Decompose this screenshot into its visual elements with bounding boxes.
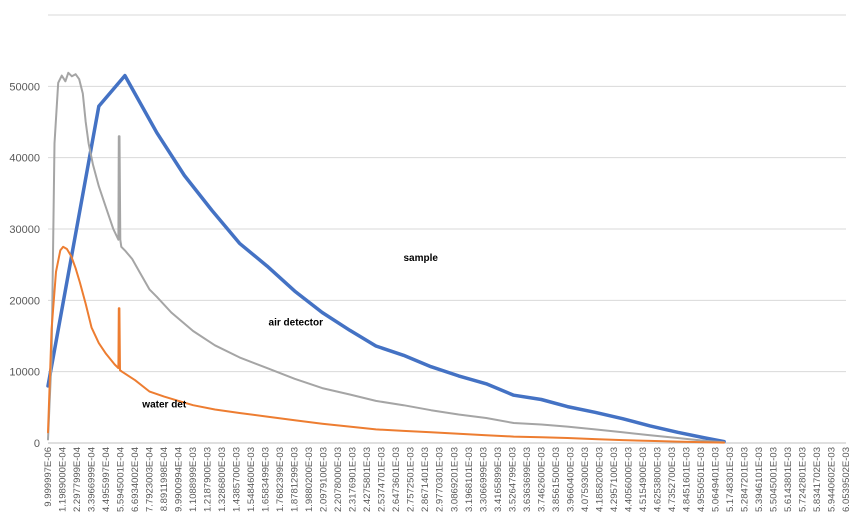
x-tick-label: 2.4275801E-03 xyxy=(362,447,373,512)
series-line-air xyxy=(47,71,726,444)
x-tick-label: 1.8781299E-03 xyxy=(290,447,301,512)
y-tick-label: 20000 xyxy=(9,295,40,307)
x-tick-label: 1.5484600E-03 xyxy=(246,447,257,512)
x-tick-label: 9.9900994E-04 xyxy=(174,447,185,512)
x-tick-label: 4.9550501E-03 xyxy=(696,447,707,512)
x-tick-label: 6.6934002E-04 xyxy=(130,447,141,512)
x-tick-label: 7.7923003E-04 xyxy=(145,447,156,512)
x-tick-label: 3.8561500E-03 xyxy=(551,447,562,512)
x-tick-label: 1.2187900E-03 xyxy=(203,447,214,512)
x-tick-label: 4.0759300E-03 xyxy=(580,447,591,512)
x-tick-label: 3.3066999E-03 xyxy=(478,447,489,512)
gridlines xyxy=(48,14,846,444)
x-tick-label: 2.3176901E-03 xyxy=(348,447,359,512)
x-tick-label: 2.5374701E-03 xyxy=(377,447,388,512)
x-tick-label: 4.1858200E-03 xyxy=(594,447,605,512)
x-tick-label: 1.7682399E-03 xyxy=(275,447,286,512)
x-tick-label: 1.4385700E-03 xyxy=(232,447,243,512)
x-tick-label: 5.5045001E-03 xyxy=(768,447,779,512)
y-tick-label: 40000 xyxy=(9,153,40,165)
x-tick-label: 2.0979100E-03 xyxy=(319,447,330,512)
y-tick-label: 30000 xyxy=(9,224,40,236)
x-tick-label: 5.9440602E-03 xyxy=(826,447,837,512)
x-tick-label: 3.9660400E-03 xyxy=(565,447,576,512)
x-tick-label: 3.3966999E-04 xyxy=(87,447,98,512)
x-tick-label: 1.6583499E-03 xyxy=(261,447,272,512)
series-annotation: air detector xyxy=(269,317,324,328)
x-tick-label: 5.6143801E-03 xyxy=(783,447,794,512)
y-tick-label: 0 xyxy=(34,438,40,450)
x-tick-label: 3.4165899E-03 xyxy=(493,447,504,512)
x-tick-label: 4.4056000E-03 xyxy=(623,447,634,512)
series-lines xyxy=(46,71,726,444)
series-line-sample xyxy=(46,73,726,444)
x-tick-label: 3.0869201E-03 xyxy=(449,447,460,512)
y-axis-ticks: 0 10000 20000 30000 40000 50000 xyxy=(9,81,40,450)
x-tick-label: 2.7572501E-03 xyxy=(406,447,417,512)
x-tick-label: 3.6363699E-03 xyxy=(522,447,533,512)
x-tick-label: 6.0539502E-03 xyxy=(841,447,849,512)
x-tick-label: 9.999997E-06 xyxy=(43,447,54,507)
series-line-water xyxy=(47,245,726,444)
x-tick-label: 3.1968101E-03 xyxy=(464,447,475,512)
x-tick-label: 4.8451601E-03 xyxy=(681,447,692,512)
x-tick-label: 1.1989000E-04 xyxy=(58,447,69,512)
x-tick-label: 1.9880200E-03 xyxy=(304,447,315,512)
x-tick-label: 2.2078000E-03 xyxy=(333,447,344,512)
x-tick-label: 4.4955997E-04 xyxy=(101,447,112,512)
x-tick-label: 4.2957100E-03 xyxy=(609,447,620,512)
x-tick-label: 2.8671401E-03 xyxy=(420,447,431,512)
x-tick-label: 2.6473601E-03 xyxy=(391,447,402,512)
x-tick-label: 4.5154900E-03 xyxy=(638,447,649,512)
y-tick-label: 50000 xyxy=(9,81,40,93)
x-tick-label: 5.0649401E-03 xyxy=(710,447,721,512)
y-tick-label: 10000 xyxy=(9,367,40,379)
x-tick-label: 5.5945001E-04 xyxy=(116,447,127,512)
x-tick-label: 5.7242801E-03 xyxy=(797,447,808,512)
x-tick-label: 2.2977999E-04 xyxy=(72,447,83,512)
annotations: sample air detector water det xyxy=(141,253,438,410)
x-axis-ticks: 9.999997E-06 1.1989000E-04 2.2977999E-04 3.… xyxy=(43,447,849,512)
x-tick-label: 5.3946101E-03 xyxy=(754,447,765,512)
x-tick-label: 5.8341702E-03 xyxy=(812,447,823,512)
x-tick-label: 5.2847201E-03 xyxy=(739,447,750,512)
x-tick-label: 4.7352700E-03 xyxy=(667,447,678,512)
x-tick-label: 3.7462600E-03 xyxy=(536,447,547,512)
series-annotation: sample xyxy=(403,253,438,264)
x-tick-label: 1.1088999E-03 xyxy=(188,447,199,512)
x-tick-label: 4.6253800E-03 xyxy=(652,447,663,512)
x-tick-label: 5.1748301E-03 xyxy=(725,447,736,512)
x-tick-label: 2.9770301E-03 xyxy=(435,447,446,512)
x-tick-label: 8.8911998E-04 xyxy=(159,447,170,511)
x-tick-label: 1.3286800E-03 xyxy=(217,447,228,512)
x-tick-label: 3.5264799E-03 xyxy=(507,447,518,512)
series-annotation: water det xyxy=(141,399,187,410)
